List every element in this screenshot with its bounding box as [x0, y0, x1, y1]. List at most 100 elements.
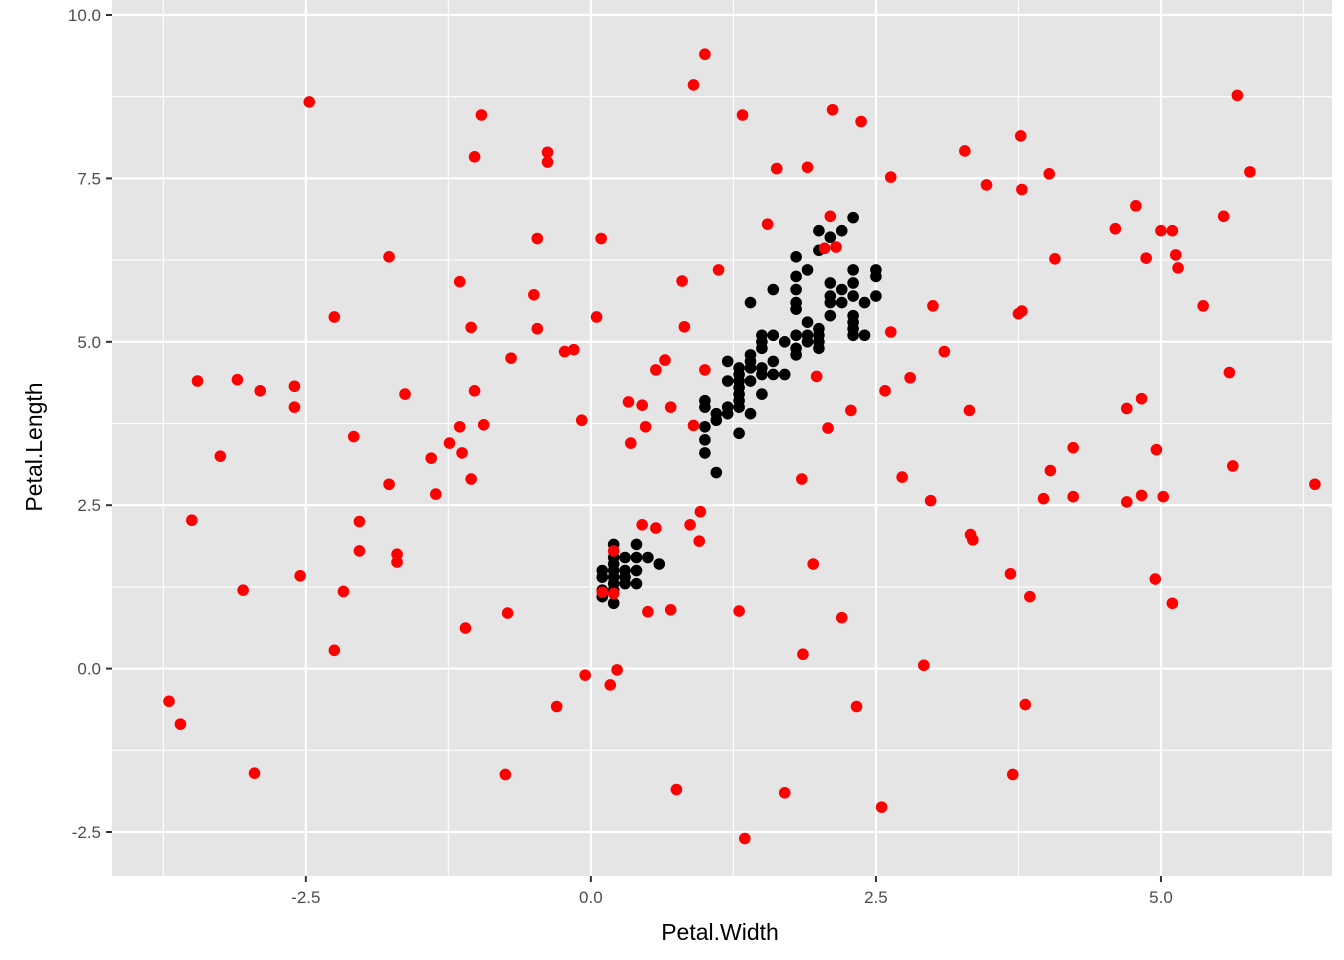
data-point-red: [550, 700, 563, 713]
data-point-black: [847, 264, 859, 276]
data-point-black: [744, 296, 757, 309]
data-point-red: [699, 48, 711, 61]
plot-panel: [112, 0, 1332, 876]
data-point-red: [761, 218, 774, 230]
data-point-black: [847, 309, 859, 322]
data-point-red: [1169, 249, 1182, 261]
data-point-red: [664, 603, 677, 616]
data-point-black: [824, 309, 837, 322]
data-point-red: [288, 401, 301, 413]
data-point-black: [744, 375, 757, 387]
data-point-black: [858, 329, 871, 342]
data-point-red: [830, 241, 842, 253]
data-point-red: [1109, 222, 1122, 235]
data-point-red: [642, 605, 654, 618]
data-point-red: [1155, 224, 1167, 237]
data-point-red: [254, 385, 267, 397]
data-point-black: [813, 322, 825, 335]
data-point-red: [399, 388, 411, 400]
data-point-red: [575, 414, 588, 427]
data-point-red: [636, 519, 648, 531]
data-point-black: [790, 283, 802, 296]
data-point-red: [967, 534, 979, 546]
data-point-red: [294, 569, 306, 582]
data-point-black: [721, 355, 734, 368]
data-point-red: [558, 345, 571, 358]
minor-gridlines: [112, 0, 1332, 876]
data-point-red: [567, 343, 580, 356]
data-point-red: [456, 447, 468, 459]
data-point-red: [1016, 305, 1028, 317]
data-point-red: [174, 718, 187, 730]
data-point-red: [1049, 252, 1061, 265]
data-point-black: [721, 401, 734, 413]
data-point-black: [630, 538, 643, 551]
data-point-black: [767, 368, 780, 381]
data-point-red: [237, 584, 249, 596]
data-point-red: [1006, 768, 1019, 781]
data-point-red: [337, 585, 350, 598]
data-point-red: [191, 375, 204, 387]
data-point-red: [650, 522, 662, 534]
data-point-red: [453, 275, 466, 288]
data-point-black: [801, 329, 814, 342]
data-point-red: [1157, 490, 1170, 503]
data-point-red: [1309, 478, 1321, 491]
data-point-red: [896, 471, 908, 483]
data-point-red: [1166, 224, 1179, 237]
data-point-red: [670, 783, 683, 796]
data-point-black: [790, 251, 802, 263]
data-point-black: [790, 270, 802, 283]
data-point-red: [797, 648, 809, 661]
data-point-red: [639, 420, 652, 433]
data-point-red: [1217, 210, 1230, 223]
data-points: [163, 48, 1321, 845]
data-point-red: [477, 419, 490, 431]
data-point-black: [699, 394, 711, 407]
data-point-red: [1149, 573, 1162, 585]
data-point-red: [501, 607, 514, 619]
data-point-black: [710, 466, 723, 479]
y-tick-label: 10.0: [68, 6, 101, 25]
data-point-black: [824, 231, 837, 244]
data-point-red: [699, 364, 711, 376]
data-point-red: [443, 437, 456, 449]
data-point-red: [595, 232, 607, 245]
data-point-red: [468, 151, 481, 163]
data-point-black: [699, 420, 711, 433]
data-point-red: [1130, 200, 1142, 212]
data-point-red: [607, 545, 620, 557]
data-point-black: [756, 362, 768, 374]
data-point-red: [328, 311, 341, 323]
data-point-red: [676, 275, 688, 287]
data-point-red: [636, 399, 648, 411]
data-point-red: [1227, 460, 1239, 472]
data-point-black: [835, 224, 848, 237]
data-point-red: [353, 515, 366, 528]
data-point-red: [475, 109, 488, 121]
data-point-red: [810, 370, 823, 383]
data-point-red: [604, 679, 617, 691]
data-point-red: [1120, 402, 1133, 415]
data-point-red: [1135, 489, 1148, 502]
data-point-black: [767, 283, 780, 296]
data-point-red: [596, 586, 609, 598]
data-point-red: [778, 786, 791, 799]
data-point-red: [425, 452, 438, 464]
data-point-red: [1150, 443, 1163, 456]
data-point-red: [186, 514, 198, 527]
data-point-black: [858, 296, 871, 309]
data-point-red: [884, 326, 897, 338]
data-point-red: [231, 373, 244, 386]
x-axis: -2.5 0.0 2.5 5.0: [291, 876, 1173, 907]
data-point-black: [756, 329, 768, 342]
data-point-red: [980, 179, 993, 191]
data-point-red: [499, 768, 512, 781]
data-point-black: [710, 407, 723, 420]
data-point-black: [847, 211, 859, 224]
data-point-red: [459, 622, 472, 634]
x-tick-label: 5.0: [1149, 888, 1173, 907]
data-point-red: [884, 171, 897, 183]
data-point-red: [1172, 262, 1184, 274]
data-point-red: [770, 162, 783, 175]
